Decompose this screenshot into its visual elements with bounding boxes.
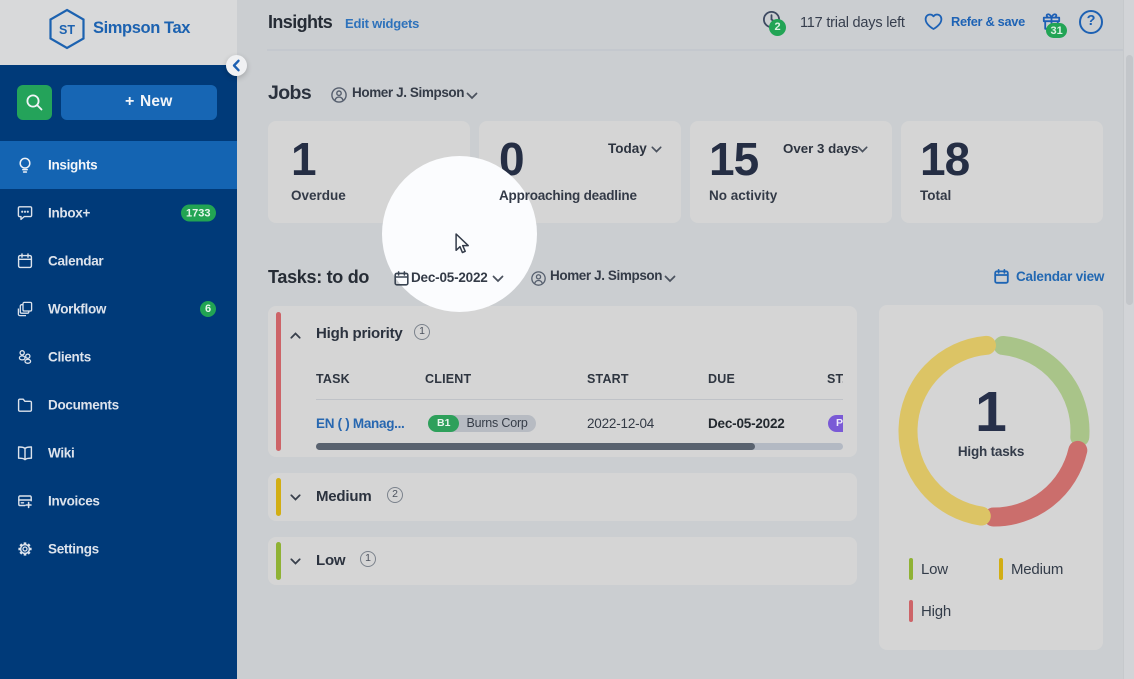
svg-text:ST: ST [59, 23, 75, 37]
